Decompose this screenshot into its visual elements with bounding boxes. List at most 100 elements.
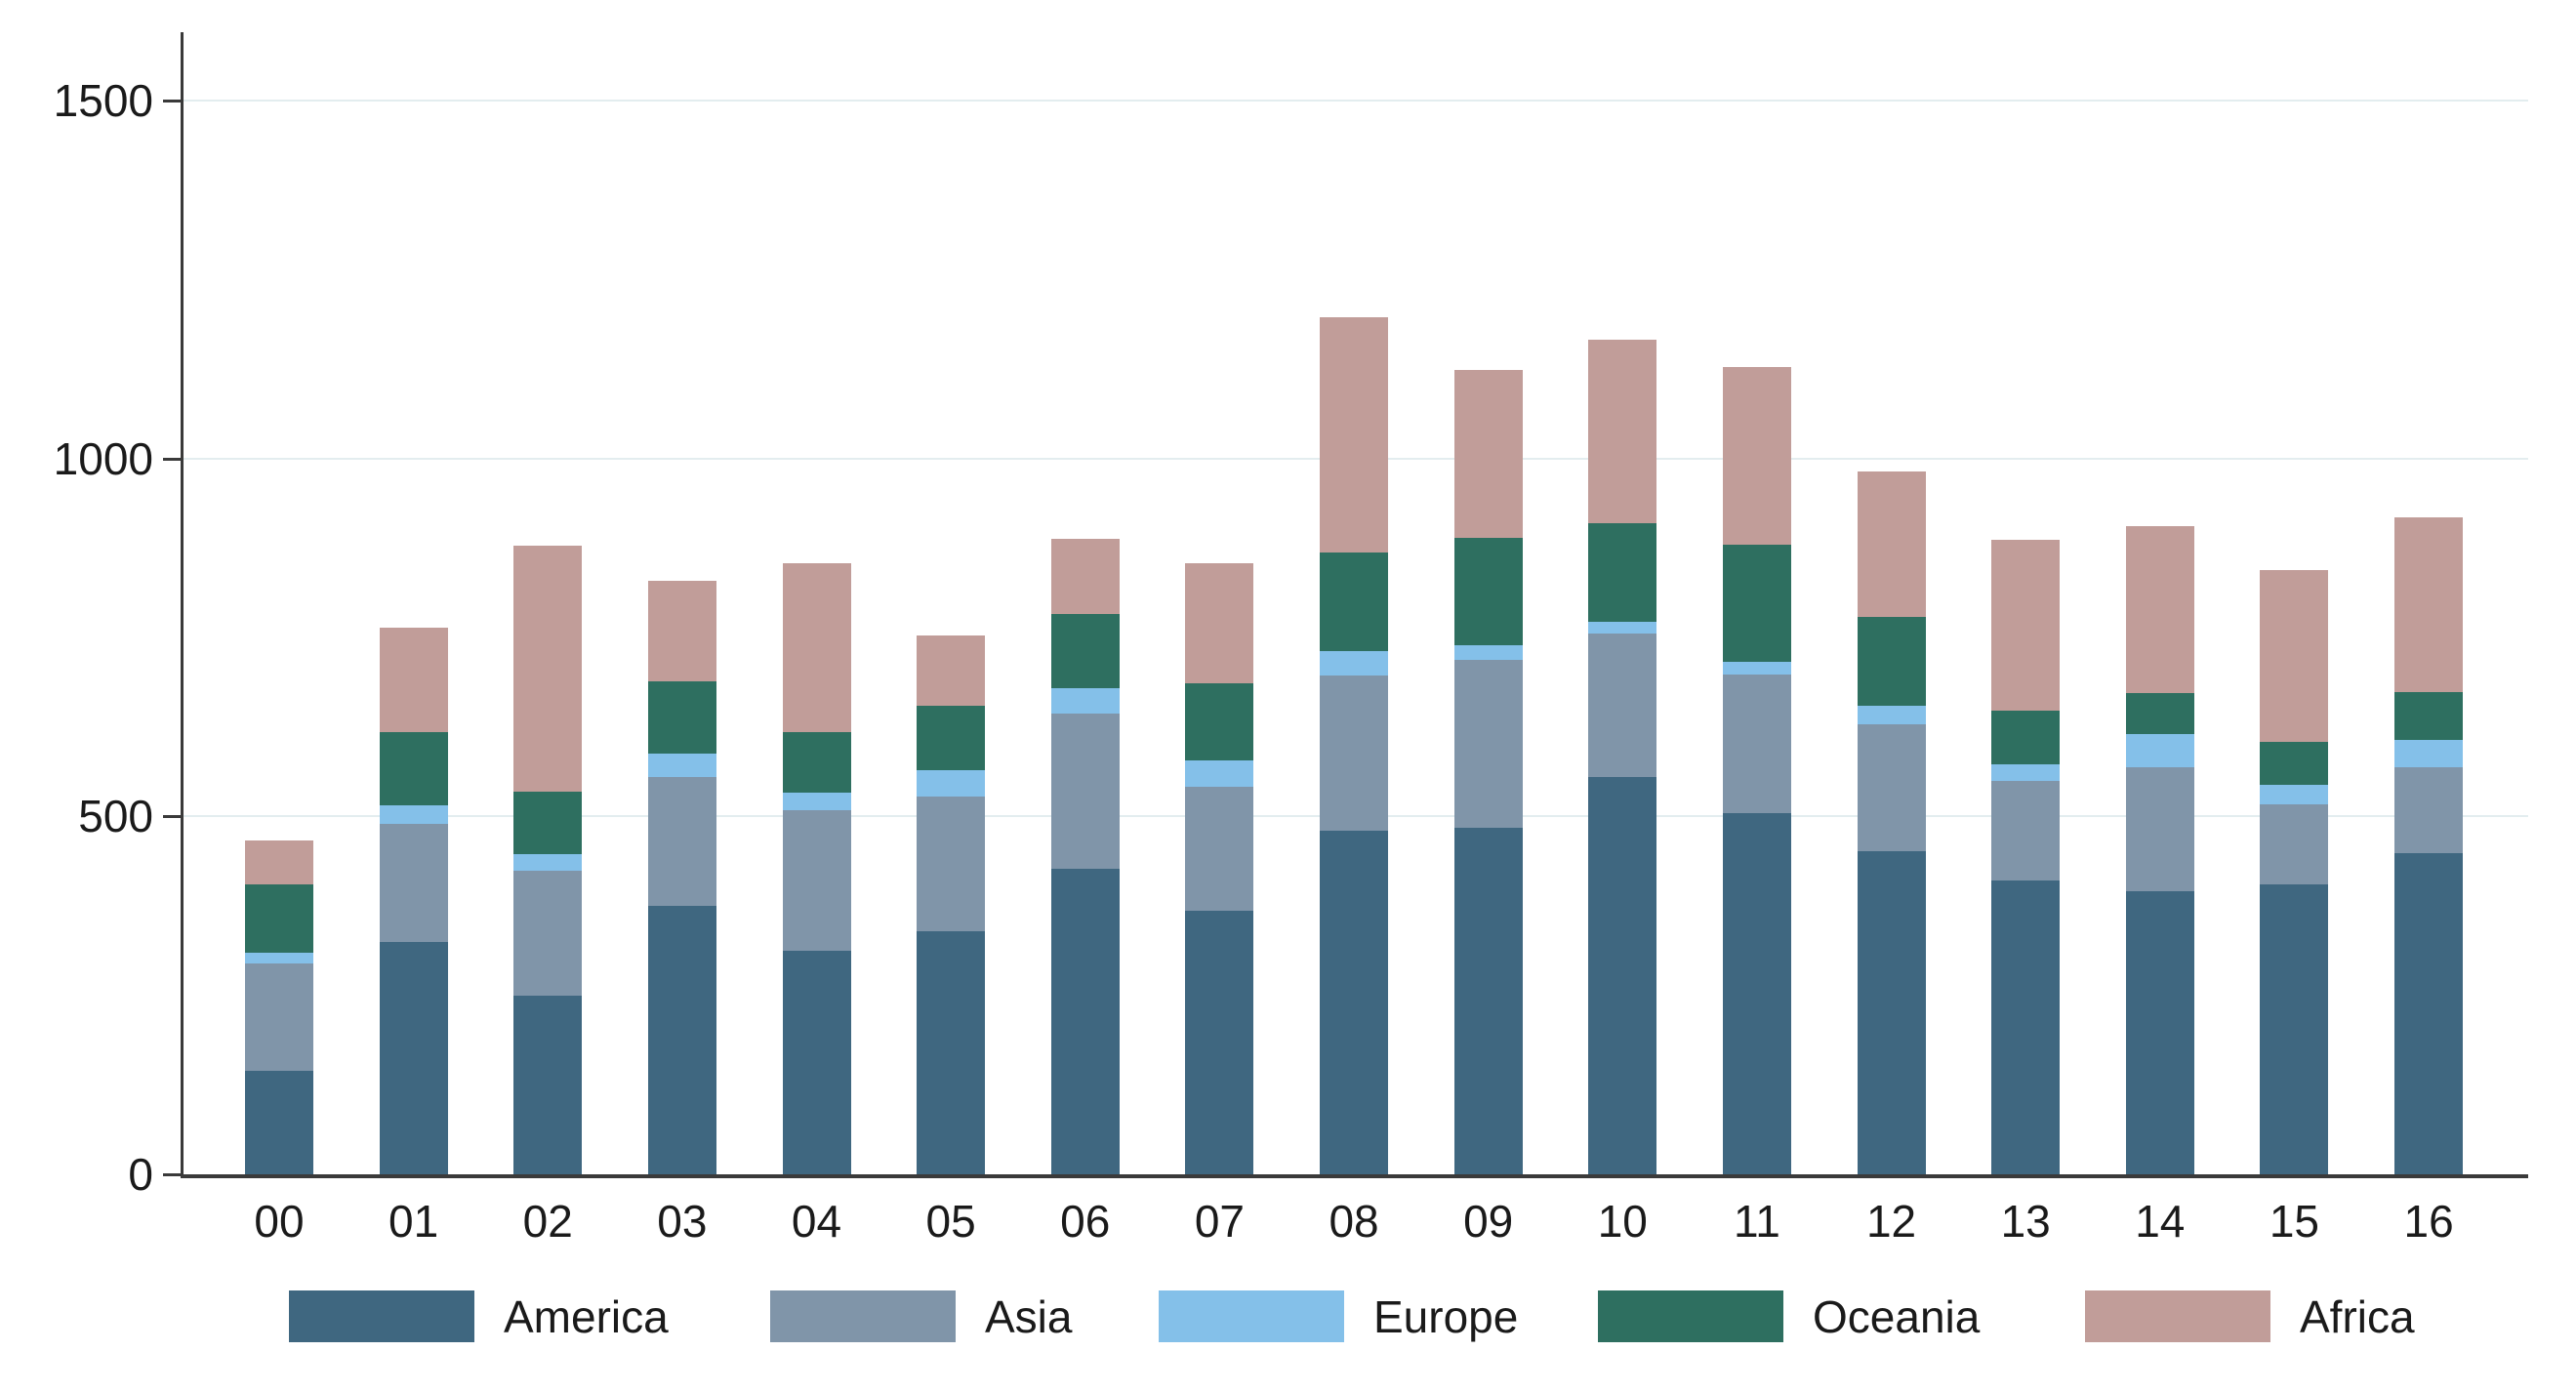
- bar-03-segment-asia: [647, 776, 716, 906]
- bar-13-segment-asia: [1991, 781, 2061, 880]
- x-tick-label-06: 06: [1060, 1196, 1111, 1247]
- bar-05-segment-asia: [917, 797, 986, 932]
- bar-00-segment-america: [245, 1070, 313, 1174]
- bar-01-segment-oceania: [379, 732, 448, 805]
- x-tick-label-02: 02: [522, 1196, 573, 1247]
- bar-01-segment-europe: [379, 804, 448, 824]
- bar-10-segment-europe: [1588, 621, 1657, 635]
- bar-15-segment-america: [2260, 883, 2329, 1174]
- x-tick-label-14: 14: [2135, 1196, 2186, 1247]
- bar-03-segment-oceania: [647, 681, 716, 754]
- bar-08-segment-oceania: [1320, 553, 1389, 651]
- bar-09-segment-oceania: [1453, 538, 1523, 645]
- bar-00-segment-oceania: [245, 883, 313, 953]
- x-tick-label-16: 16: [2403, 1196, 2454, 1247]
- bar-16-segment-oceania: [2394, 691, 2464, 740]
- legend-entry-oceania: Oceania: [1598, 1290, 1980, 1342]
- bar-08-segment-asia: [1320, 675, 1389, 831]
- bar-16-segment-africa: [2394, 517, 2464, 692]
- bar-12-segment-oceania: [1857, 617, 1926, 707]
- bar-15-segment-oceania: [2260, 742, 2329, 786]
- bar-14-segment-oceania: [2125, 693, 2194, 734]
- bar-10-segment-africa: [1588, 339, 1657, 524]
- y-tick-1000: [163, 457, 181, 461]
- x-tick-label-15: 15: [2269, 1196, 2320, 1247]
- y-tick-1500: [163, 99, 181, 102]
- bar-03-segment-america: [647, 905, 716, 1174]
- bar-14-segment-america: [2125, 890, 2194, 1174]
- bar-12-segment-europe: [1857, 706, 1926, 724]
- y-axis-line: [181, 32, 184, 1178]
- bar-10-segment-america: [1588, 776, 1657, 1174]
- x-tick-label-09: 09: [1463, 1196, 1514, 1247]
- bar-10-segment-oceania: [1588, 523, 1657, 622]
- legend-swatch-asia: [770, 1290, 956, 1342]
- bar-02-segment-asia: [513, 871, 583, 997]
- legend-label-africa: Africa: [2300, 1290, 2415, 1342]
- x-tick-label-03: 03: [657, 1196, 708, 1247]
- bar-16-segment-america: [2394, 852, 2464, 1174]
- legend-swatch-europe: [1159, 1290, 1344, 1342]
- bar-05-segment-africa: [917, 635, 986, 707]
- x-axis-line: [181, 1174, 2528, 1178]
- legend-entry-europe: Europe: [1159, 1290, 1518, 1342]
- bar-06-segment-america: [1050, 868, 1120, 1174]
- legend-swatch-africa: [2085, 1290, 2270, 1342]
- bar-15-segment-asia: [2260, 803, 2329, 884]
- legend-entry-africa: Africa: [2085, 1290, 2415, 1342]
- bar-08-segment-africa: [1320, 317, 1389, 553]
- y-tick-500: [163, 815, 181, 819]
- bar-05-segment-europe: [917, 770, 986, 798]
- bar-07-segment-oceania: [1185, 682, 1254, 761]
- bar-14-segment-africa: [2125, 526, 2194, 694]
- legend-entry-america: America: [289, 1290, 669, 1342]
- bar-09-segment-asia: [1453, 659, 1523, 829]
- legend-label-europe: Europe: [1373, 1290, 1519, 1342]
- bar-00-segment-asia: [245, 962, 313, 1071]
- bar-01-segment-america: [379, 941, 448, 1174]
- bar-13-segment-africa: [1991, 540, 2061, 712]
- bar-05-segment-america: [917, 931, 986, 1174]
- x-tick-label-05: 05: [925, 1196, 976, 1247]
- bar-11-segment-africa: [1722, 367, 1791, 545]
- bar-07-segment-america: [1185, 911, 1254, 1174]
- bar-16-segment-europe: [2394, 739, 2464, 767]
- bar-07-segment-africa: [1185, 563, 1254, 683]
- bar-10-segment-asia: [1588, 634, 1657, 777]
- y-tick-label-500: 500: [78, 791, 153, 842]
- bar-04-segment-europe: [782, 793, 851, 811]
- bar-09-segment-america: [1453, 828, 1523, 1174]
- bar-02-segment-africa: [513, 546, 583, 792]
- legend-label-oceania: Oceania: [1813, 1290, 1981, 1342]
- bar-11-segment-europe: [1722, 661, 1791, 676]
- bar-13-segment-oceania: [1991, 711, 2061, 765]
- x-tick-label-13: 13: [2000, 1196, 2051, 1247]
- bar-00-segment-europe: [245, 952, 313, 963]
- legend-label-asia: Asia: [985, 1290, 1073, 1342]
- x-tick-label-07: 07: [1194, 1196, 1245, 1247]
- y-tick-label-1000: 1000: [53, 432, 153, 484]
- bar-08-segment-america: [1320, 830, 1389, 1174]
- x-tick-label-04: 04: [791, 1196, 842, 1247]
- bar-11-segment-oceania: [1722, 544, 1791, 662]
- bar-11-segment-asia: [1722, 675, 1791, 814]
- bar-02-segment-europe: [513, 854, 583, 872]
- y-tick-label-0: 0: [128, 1149, 153, 1200]
- bar-15-segment-europe: [2260, 785, 2329, 804]
- bar-14-segment-asia: [2125, 767, 2194, 891]
- bar-04-segment-asia: [782, 810, 851, 952]
- bar-12-segment-africa: [1857, 471, 1926, 618]
- legend-swatch-america: [289, 1290, 474, 1342]
- bar-11-segment-america: [1722, 813, 1791, 1174]
- bar-09-segment-africa: [1453, 369, 1523, 538]
- bar-01-segment-africa: [379, 627, 448, 733]
- bar-01-segment-asia: [379, 823, 448, 942]
- x-tick-label-01: 01: [388, 1196, 439, 1247]
- legend-swatch-oceania: [1598, 1290, 1783, 1342]
- bar-06-segment-europe: [1050, 688, 1120, 715]
- bar-03-segment-europe: [647, 753, 716, 777]
- legend-label-america: America: [504, 1290, 669, 1342]
- gridline-1500: [181, 99, 2528, 102]
- bar-03-segment-africa: [647, 581, 716, 682]
